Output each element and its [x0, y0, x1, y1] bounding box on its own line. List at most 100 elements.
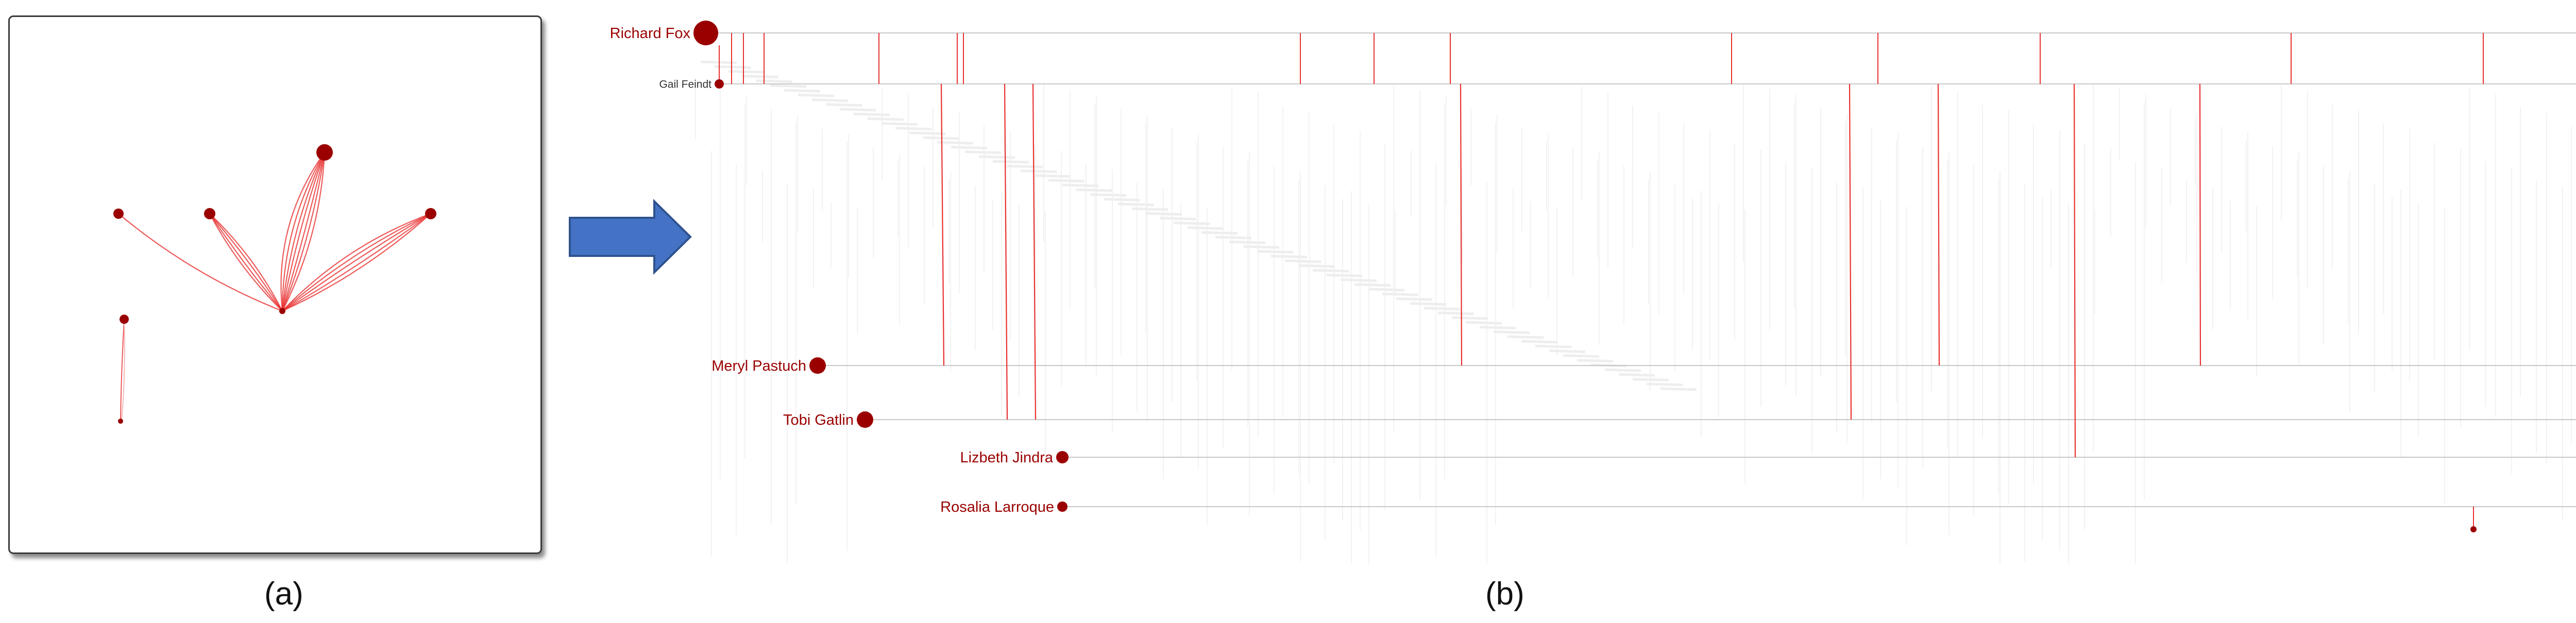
ghost-label-bar	[1020, 169, 1057, 174]
graph-edge	[121, 319, 125, 421]
person-node	[715, 79, 724, 89]
ghost-label-bar	[1187, 226, 1224, 230]
ghost-label-bar	[770, 84, 807, 88]
ghost-label-bar	[1521, 340, 1558, 344]
person-node	[1056, 451, 1069, 463]
ghost-label-bar	[728, 70, 765, 74]
ghost-label-bar	[1173, 221, 1210, 226]
person-node	[809, 357, 826, 374]
ghost-label-bar	[1034, 174, 1071, 178]
ghost-label-bar	[1382, 292, 1419, 297]
graph-edge	[281, 152, 326, 312]
ghost-label-bar	[1549, 349, 1586, 353]
ghost-label-bar	[867, 117, 904, 121]
panel-b-timeline-graph: Richard Fox Gail Feindt Meryl Pastuch Tobi …	[610, 21, 2576, 564]
ghost-label-bar	[881, 122, 918, 126]
graph-node	[118, 419, 123, 424]
ghost-label-bar	[1437, 312, 1475, 316]
graph-edge	[282, 213, 431, 312]
ghost-label-bar	[1229, 240, 1266, 245]
ghost-label-bar	[1577, 359, 1614, 363]
ghost-label-bar	[853, 112, 890, 116]
ghost-label-bar	[1201, 231, 1238, 235]
graph-edge	[281, 152, 326, 312]
ghost-label-bar	[1215, 235, 1252, 239]
ghost-label-bar	[909, 131, 946, 135]
person-node	[693, 21, 718, 45]
graph-node	[316, 144, 333, 161]
caption-a: (a)	[264, 576, 303, 612]
timeline-edge	[1032, 83, 1037, 420]
ghost-label-bar	[798, 93, 835, 97]
ghost-label-bar	[825, 103, 862, 107]
ghost-label-bar	[951, 146, 988, 150]
graph-edge	[209, 213, 283, 312]
ghost-label-bar	[1257, 250, 1294, 254]
person-label: Meryl Pastuch	[711, 358, 806, 374]
graph-edge	[209, 213, 283, 312]
ghost-label-bar	[1396, 297, 1433, 301]
ghost-label-bar	[1479, 325, 1516, 330]
panel-a-network-graph	[113, 144, 436, 424]
ghost-label-bar	[784, 89, 821, 93]
ghost-label-bar	[1131, 207, 1168, 211]
ghost-label-bar	[1563, 354, 1600, 358]
graph-edge	[281, 152, 326, 312]
graph-edge	[282, 213, 431, 312]
ghost-label-bar	[964, 150, 1002, 154]
ghost-label-bar	[992, 160, 1029, 164]
timeline-edge	[1937, 83, 1940, 366]
ghost-label-bar	[1062, 183, 1099, 187]
person-label: Gail Feindt	[659, 78, 711, 90]
graph-edge	[282, 152, 326, 312]
ghost-label-bar	[1354, 283, 1391, 287]
ghost-label-bar	[1535, 344, 1572, 349]
graph-edge	[209, 213, 283, 312]
graph-edge	[282, 213, 431, 312]
timeline-edge	[2073, 83, 2076, 458]
ghost-label-bar	[978, 155, 1015, 159]
graph-edge	[209, 213, 283, 312]
graph-edge	[280, 152, 325, 312]
ghost-label-bar	[1646, 383, 1683, 387]
ghost-label-bar	[1451, 316, 1488, 320]
right-arrow-icon	[569, 199, 692, 275]
ghost-label-bar	[1117, 202, 1155, 206]
graph-edge	[118, 213, 283, 312]
timeline-edge	[940, 83, 945, 366]
ghost-label-bar	[1090, 193, 1127, 197]
person-label: Lizbeth Jindra	[960, 449, 1053, 466]
ghost-label-bar	[937, 141, 974, 145]
ghost-label-bar	[1632, 377, 1669, 382]
ghost-label-bar	[1660, 387, 1697, 391]
ghost-label-bar	[839, 108, 876, 112]
ghost-label-bar	[895, 127, 932, 131]
person-node	[857, 411, 873, 428]
person-label: Richard Fox	[610, 25, 691, 42]
ghost-label-bar	[1006, 164, 1043, 168]
ghost-label-bar	[1243, 245, 1280, 249]
ghost-label-bar	[1326, 273, 1363, 278]
ghost-label-bar	[1159, 217, 1196, 221]
ghost-label-bar	[1145, 212, 1182, 216]
graph-node	[425, 208, 436, 219]
ghost-label-bar	[1340, 278, 1377, 282]
ghost-label-bar	[1465, 321, 1502, 325]
ghost-label-bar	[811, 98, 849, 102]
ghost-label-bar	[1104, 198, 1141, 202]
timeline-edge	[1460, 83, 1463, 366]
panel-a-frame	[8, 15, 542, 554]
graph-node	[113, 209, 124, 219]
ghost-label-bar	[1507, 335, 1544, 339]
timeline-edge	[1849, 83, 1852, 420]
ghost-label-bar	[1048, 179, 1085, 183]
ghost-label-bar	[1298, 264, 1335, 268]
person-label: Rosalia Larroque	[940, 499, 1054, 515]
ghost-label-bar	[1423, 306, 1461, 310]
timeline-node	[2470, 526, 2477, 532]
ghost-label-bar	[742, 75, 779, 79]
ghost-label-bar	[714, 65, 751, 69]
caption-b: (b)	[1485, 576, 1524, 612]
graph-edge	[281, 152, 325, 312]
